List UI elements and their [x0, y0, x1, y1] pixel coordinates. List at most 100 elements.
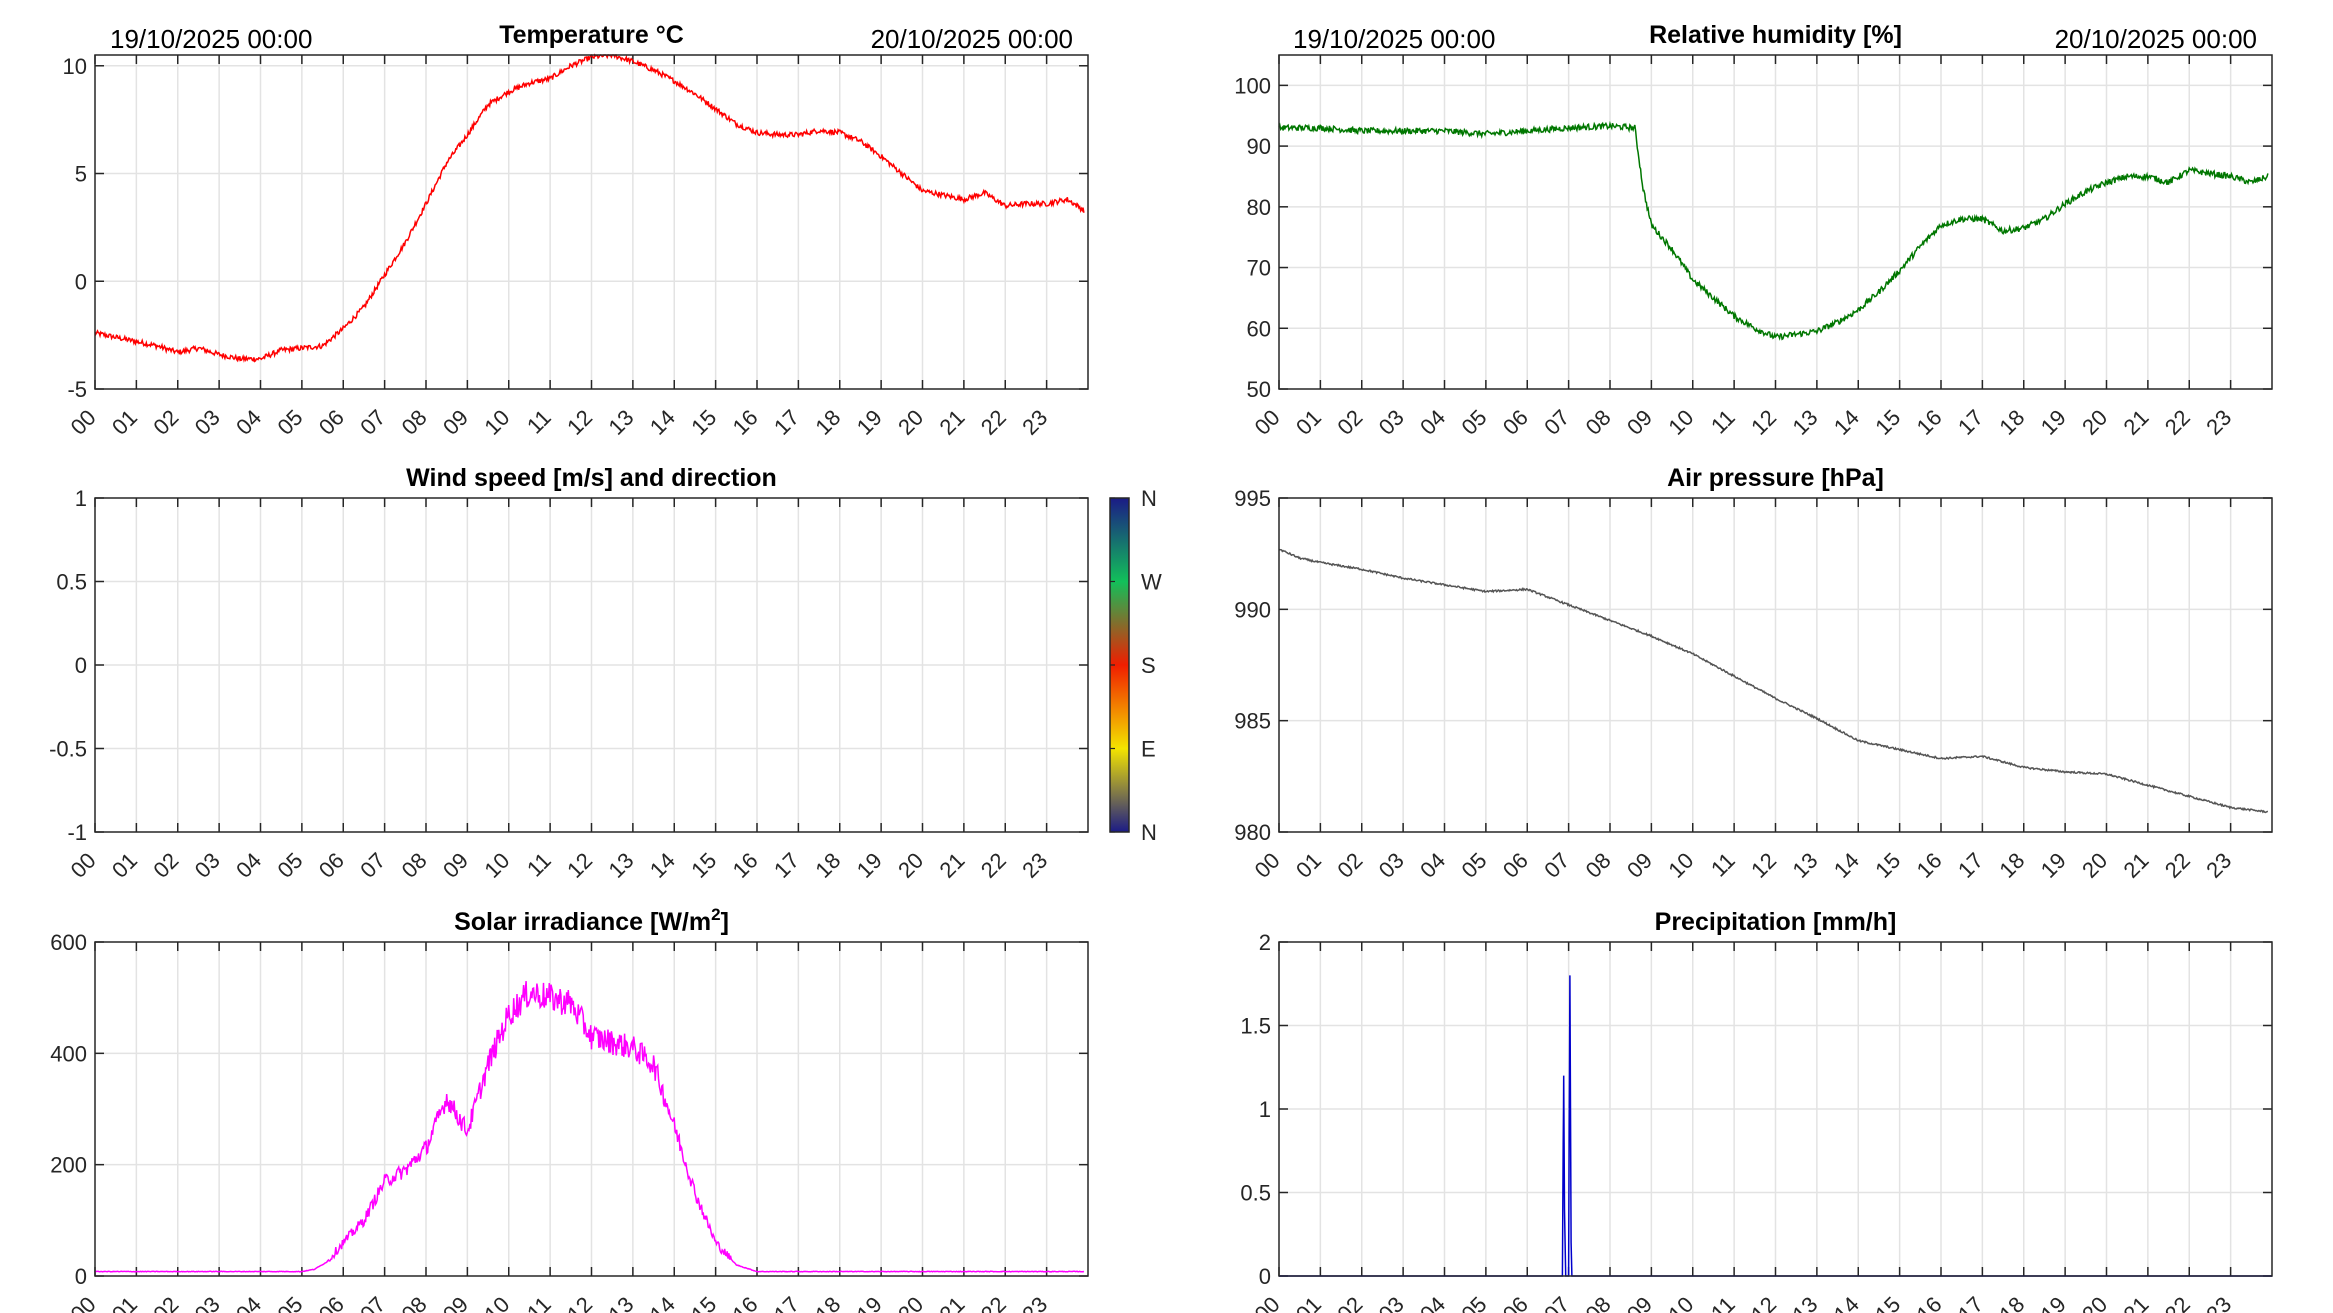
x-tick-label: 13 — [604, 848, 639, 883]
x-tick-label: 03 — [190, 848, 225, 883]
pressure-series-line — [1278, 548, 2269, 814]
x-tick-label: 18 — [1994, 1292, 2029, 1313]
x-tick-label: 20 — [2077, 1292, 2112, 1313]
x-tick-label: 02 — [1332, 405, 1367, 440]
y-tick-label: 2 — [1259, 930, 1271, 955]
x-tick-label: 22 — [2160, 1292, 2195, 1313]
x-tick-label: 16 — [728, 1292, 763, 1313]
colorbar-label: N — [1141, 486, 1157, 511]
x-tick-label: 10 — [1663, 405, 1698, 440]
x-tick-label: 02 — [1332, 848, 1367, 883]
x-tick-label: 15 — [1870, 1292, 1905, 1313]
x-tick-label: 10 — [479, 848, 514, 883]
x-tick-label: 17 — [769, 405, 804, 440]
x-tick-label: 12 — [1746, 848, 1781, 883]
x-tick-label: 19 — [2036, 1292, 2071, 1313]
x-tick-label: 06 — [1498, 1292, 1533, 1313]
x-tick-label: 21 — [935, 848, 970, 883]
x-tick-label: 14 — [1829, 848, 1864, 883]
x-tick-label: 09 — [1622, 1292, 1657, 1313]
x-tick-label: 12 — [562, 1292, 597, 1313]
x-tick-label: 21 — [2119, 405, 2154, 440]
x-tick-label: 07 — [355, 848, 390, 883]
y-tick-label: 1 — [1259, 1097, 1271, 1122]
x-tick-label: 00 — [1250, 405, 1285, 440]
y-tick-label: -5 — [67, 377, 87, 402]
humidity-chart: 00 01 02 03 04 05 06 07 08 09 10 11 12 13 14 15 16 17 18 19… — [1234, 21, 2273, 440]
x-tick-label: 16 — [728, 405, 763, 440]
x-tick-label: 19 — [852, 1292, 887, 1313]
x-tick-label: 18 — [810, 405, 845, 440]
x-tick-label: 13 — [1788, 1292, 1823, 1313]
x-tick-label: 16 — [1912, 1292, 1947, 1313]
x-tick-label: 21 — [2119, 1292, 2154, 1313]
x-tick-label: 23 — [1017, 405, 1052, 440]
wind-title: Wind speed [m/s] and direction — [406, 464, 777, 492]
y-tick-label: -0.5 — [49, 737, 87, 762]
x-tick-label: 05 — [1457, 848, 1492, 883]
wind-direction-colorbar: N W S E N — [1109, 486, 1162, 845]
x-tick-label: 17 — [769, 1292, 804, 1313]
x-tick-label: 00 — [66, 405, 101, 440]
x-tick-label: 22 — [976, 1292, 1011, 1313]
x-tick-label: 19 — [2036, 848, 2071, 883]
x-tick-label: 22 — [976, 848, 1011, 883]
x-tick-label: 11 — [522, 405, 556, 439]
x-tick-label: 23 — [1017, 1292, 1052, 1313]
y-tick-label: 990 — [1234, 597, 1271, 622]
x-tick-label: 13 — [604, 1292, 639, 1313]
x-tick-label: 20 — [893, 848, 928, 883]
x-tick-label: 02 — [148, 848, 183, 883]
humidity-title: Relative humidity [%] — [1649, 21, 1902, 49]
x-tick-label: 09 — [438, 848, 473, 883]
x-tick-label: 08 — [1581, 1292, 1616, 1313]
x-tick-label: 14 — [645, 405, 680, 440]
x-tick-label: 08 — [397, 1292, 432, 1313]
x-tick-label: 09 — [438, 1292, 473, 1313]
y-tick-label: 0 — [75, 1264, 87, 1289]
y-tick-label: 70 — [1247, 256, 1271, 281]
x-tick-label: 22 — [976, 405, 1011, 440]
chart-panels: 00 01 02 03 04 05 06 07 08 09 10 11 12 13 14 15 16 17 18 19… — [49, 21, 2273, 1313]
x-tick-label: 12 — [562, 848, 597, 883]
x-tick-label: 17 — [1953, 848, 1988, 883]
x-tick-label: 09 — [1622, 848, 1657, 883]
x-tick-label: 01 — [1291, 405, 1326, 440]
x-tick-label: 18 — [1994, 848, 2029, 883]
solar-title: Solar irradiance [W/m2] — [454, 905, 729, 936]
x-tick-label: 22 — [2160, 405, 2195, 440]
x-tick-label: 23 — [2201, 1292, 2236, 1313]
x-tick-label: 12 — [1746, 405, 1781, 440]
x-tick-label: 21 — [935, 405, 970, 440]
y-tick-label: 1 — [75, 486, 87, 511]
axes-box — [94, 941, 1089, 1277]
x-tick-label: 03 — [1374, 848, 1409, 883]
x-tick-label: 02 — [1332, 1292, 1367, 1313]
x-tick-label: 15 — [1870, 405, 1905, 440]
x-tick-label: 06 — [314, 848, 349, 883]
x-tick-label: 15 — [1870, 848, 1905, 883]
x-tick-label: 05 — [273, 405, 308, 440]
x-tick-label: 08 — [1581, 848, 1616, 883]
y-tick-label: 100 — [1234, 73, 1271, 98]
x-tick-label: 06 — [314, 1292, 349, 1313]
x-tick-label: 16 — [1912, 405, 1947, 440]
x-tick-label: 04 — [231, 405, 266, 440]
x-tick-label: 19 — [852, 405, 887, 440]
x-tick-label: 03 — [190, 1292, 225, 1313]
solar-chart: 00 01 02 03 04 05 06 07 08 09 10 11 12 13 14 15 16 17 18 19… — [50, 905, 1089, 1313]
x-tick-label: 16 — [728, 848, 763, 883]
x-tick-label: 10 — [1663, 1292, 1698, 1313]
x-tick-label: 08 — [397, 405, 432, 440]
x-tick-label: 13 — [604, 405, 639, 440]
y-tick-label: 10 — [63, 54, 87, 79]
x-tick-label: 05 — [273, 848, 308, 883]
end-date-label-right: 20/10/2025 00:00 — [2055, 24, 2257, 54]
x-tick-label: 18 — [810, 848, 845, 883]
x-tick-label: 00 — [1250, 1292, 1285, 1313]
wind-chart: 00 01 02 03 04 05 06 07 08 09 10 11 12 13 14 15 16 17 18 19… — [49, 464, 1089, 883]
x-tick-label: 10 — [479, 405, 514, 440]
solar-series-line — [94, 981, 1085, 1273]
pressure-chart: 00 01 02 03 04 05 06 07 08 09 10 11 12 13 14 15 16 17 18 19… — [1234, 464, 2273, 883]
y-tick-label: 0.5 — [56, 570, 87, 595]
